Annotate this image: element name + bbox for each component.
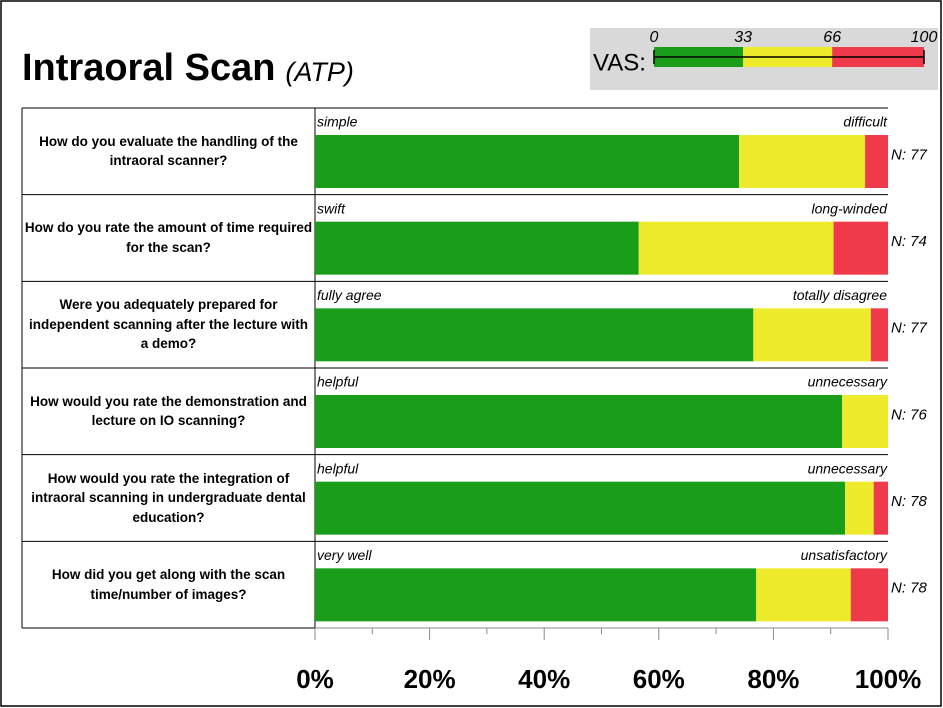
left-anchor: helpful (317, 460, 359, 476)
bar-segment (842, 395, 888, 448)
legend-label: VAS: (593, 49, 646, 76)
legend-tick-label: 33 (734, 29, 752, 46)
left-anchor: simple (317, 114, 358, 130)
bar-segment (638, 221, 834, 275)
bar-segment (739, 135, 866, 188)
n-label: N: 78 (891, 580, 928, 597)
n-label: N: 74 (891, 233, 927, 250)
legend-tick-label: 66 (823, 29, 841, 46)
x-tick-label: 0% (296, 664, 334, 694)
bar-segment (315, 568, 757, 622)
bar-segment (865, 135, 888, 188)
bar-segment (315, 135, 740, 188)
left-anchor: fully agree (317, 287, 382, 303)
left-anchor: helpful (317, 374, 359, 390)
right-anchor: unnecessary (808, 374, 888, 390)
n-label: N: 76 (891, 406, 928, 423)
question: How do you rate the amount of time requi… (24, 220, 313, 255)
question: How would you rate the demonstration and… (30, 393, 307, 429)
chart-title: Intraoral Scan (22, 47, 275, 89)
question: How did you get along with the scan time… (51, 567, 286, 602)
legend-tick-label: 100 (911, 29, 938, 46)
bar-segment (873, 481, 888, 535)
n-label: N: 77 (891, 320, 928, 337)
x-tick-label: 60% (633, 664, 685, 694)
x-tick-label: 80% (747, 664, 799, 694)
bar-segment (845, 481, 874, 535)
question: How would you rate the integration of in… (31, 470, 306, 525)
n-label: N: 77 (891, 146, 928, 163)
bar-segment (315, 481, 846, 535)
left-anchor: swift (317, 200, 346, 216)
bar-segment (850, 568, 888, 622)
chart-subtitle: (ATP) (285, 57, 354, 87)
x-tick-label: 100% (855, 664, 922, 694)
bar-segment (756, 568, 851, 622)
question: How do you evaluate the handling of the … (39, 133, 298, 169)
bar-segment (870, 308, 888, 362)
bar-segment (315, 308, 754, 362)
x-tick-label: 40% (518, 664, 570, 694)
bar-segment (315, 395, 843, 448)
x-tick-label: 20% (404, 664, 456, 694)
question: Were you adequately prepared for indepen… (28, 297, 309, 352)
n-label: N: 78 (891, 493, 928, 510)
right-anchor: unnecessary (808, 460, 888, 476)
bar-segment (833, 221, 888, 275)
left-anchor: very well (317, 547, 372, 563)
bar-segment (315, 221, 639, 275)
bar-segment (753, 308, 871, 362)
right-anchor: totally disagree (793, 287, 887, 303)
legend-tick-label: 0 (650, 29, 659, 46)
right-anchor: difficult (843, 114, 888, 130)
right-anchor: unsatisfactory (801, 547, 888, 563)
right-anchor: long-winded (812, 200, 889, 216)
